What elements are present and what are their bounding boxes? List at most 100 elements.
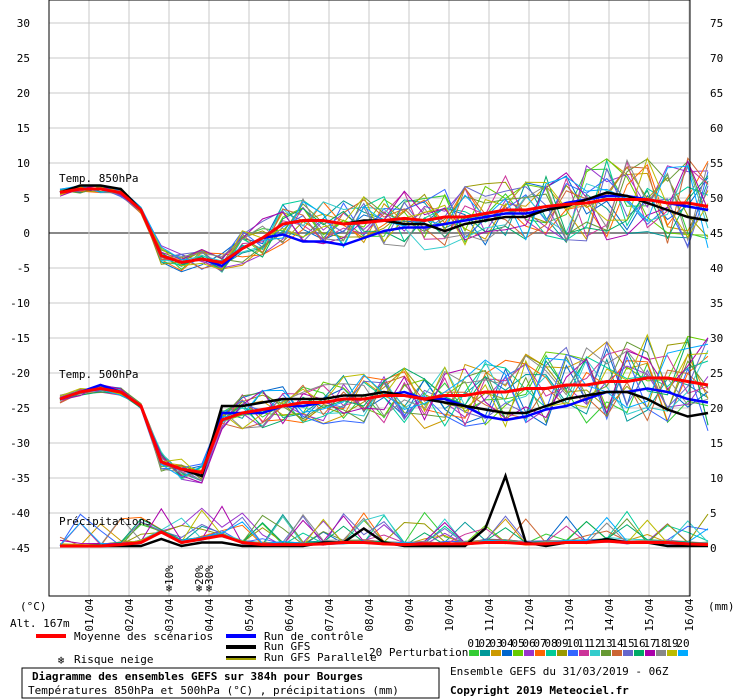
left-tick-label: -45 — [10, 542, 30, 555]
perturbation-id-label: 13 — [599, 637, 612, 650]
perturbation-swatch-04 — [502, 650, 512, 656]
right-tick-label: 15 — [710, 437, 723, 450]
legend-label-snow: Risque neige — [74, 653, 153, 666]
x-tick-label: 07/04 — [323, 598, 336, 631]
perturbation-swatch-17 — [645, 650, 655, 656]
right-tick-label: 10 — [710, 472, 723, 485]
right-unit-label: (mm) — [708, 600, 735, 613]
x-tick-label: 04/04 — [203, 598, 216, 631]
panel-label-precip: Précipitations — [59, 515, 152, 528]
left-tick-label: 5 — [23, 192, 30, 205]
series-line-precip-6 — [60, 530, 709, 548]
axes — [48, 0, 691, 597]
chart-title: Diagramme des ensembles GEFS sur 384h po… — [32, 670, 363, 683]
left-tick-label: 25 — [17, 52, 30, 65]
snowflake-icon: ❄ — [196, 582, 203, 595]
left-tick-label: -25 — [10, 402, 30, 415]
snow-risk-label: 30% — [203, 565, 216, 585]
x-tick-label: 10/04 — [443, 598, 456, 631]
perturbation-id-label: 18 — [654, 637, 667, 650]
perturbation-swatch-19 — [667, 650, 677, 656]
perturbation-id-label: 02 — [478, 637, 491, 650]
panel-label-500: Temp. 500hPa — [59, 368, 138, 381]
perturbation-swatch-16 — [634, 650, 644, 656]
texts: 302520151050-5-10-15-20-25-30-35-40-4575… — [10, 17, 735, 632]
x-tick-label: 12/04 — [523, 598, 536, 631]
right-tick-label: 5 — [710, 507, 717, 520]
snowflake-icon: ❄ — [166, 582, 173, 595]
title-box — [21, 667, 440, 699]
x-tick-label: 05/04 — [243, 598, 256, 631]
left-tick-label: -30 — [10, 437, 30, 450]
left-tick-label: 0 — [23, 227, 30, 240]
plot-frame — [48, 0, 691, 597]
perturbation-swatch-07 — [535, 650, 545, 656]
perturbation-id-label: 14 — [610, 637, 624, 650]
right-tick-label: 20 — [710, 402, 723, 415]
perturbation-line-p850-12 — [59, 163, 709, 262]
perturbation-line-p850-13 — [59, 158, 709, 263]
right-tick-label: 75 — [710, 17, 723, 30]
x-tick-label: 01/04 — [83, 598, 96, 631]
legend-label-gfs-parallel: Run GFS Parallele — [264, 651, 377, 664]
perturbation-id-label: 12 — [588, 637, 601, 650]
perturbation-id-label: 01 — [467, 637, 480, 650]
perturbation-line-p850-06 — [59, 164, 709, 269]
perturbation-id-label: 05 — [511, 637, 524, 650]
legend-label-control: Run de contrôle — [264, 630, 363, 643]
legend-label-mean: Moyenne des scénarios — [74, 630, 213, 643]
left-tick-label: 30 — [17, 17, 30, 30]
perturbation-line-p500-18 — [59, 347, 709, 482]
perturbation-id-label: 06 — [522, 637, 535, 650]
snowflake-icon: ❄ — [58, 654, 65, 667]
snow-risk-label: 10% — [163, 565, 176, 585]
copyright: Copyright 2019 Meteociel.fr — [450, 684, 629, 697]
perturbation-id-label: 10 — [566, 637, 579, 650]
perturbation-id-label: 20 — [676, 637, 689, 650]
right-tick-label: 0 — [710, 542, 717, 555]
perturbation-id-label: 19 — [665, 637, 678, 650]
snow-risk-marker: ❄10% — [163, 565, 176, 595]
perturbation-id-label: 15 — [621, 637, 634, 650]
right-tick-label: 70 — [710, 52, 723, 65]
left-unit-label: (°C) — [20, 600, 47, 613]
perturbation-swatch-03 — [491, 650, 501, 656]
perturbation-line-p850-19 — [59, 156, 709, 271]
perturbation-id-label: 09 — [555, 637, 568, 650]
grid — [49, 0, 690, 596]
legend-label-perturbations: 20 Perturbations — [369, 646, 475, 659]
legend-label-gfs: Run GFS — [264, 640, 310, 653]
perturbation-swatch-11 — [579, 650, 589, 656]
x-tick-label: 15/04 — [643, 598, 656, 631]
series-line-850hPa-0 — [59, 187, 709, 265]
snow-risk-marker: ❄30% — [203, 565, 216, 595]
perturbation-swatch-05 — [513, 650, 523, 656]
left-tick-label: -20 — [10, 367, 30, 380]
right-tick-label: 55 — [710, 157, 723, 170]
right-tick-label: 30 — [710, 332, 723, 345]
panel-label-850: Temp. 850hPa — [59, 172, 138, 185]
x-tick-label: 09/04 — [403, 598, 416, 631]
x-tick-label: 16/04 — [683, 598, 696, 631]
x-tick-label: 11/04 — [483, 598, 496, 631]
perturbation-swatch-13 — [601, 650, 611, 656]
perturbation-swatch-08 — [546, 650, 556, 656]
perturbation-swatch-12 — [590, 650, 600, 656]
snow-risk-marker: ❄20% — [193, 565, 206, 595]
perturbation-swatch-06 — [524, 650, 534, 656]
x-tick-label: 14/04 — [603, 598, 616, 631]
perturbation-id-label: 08 — [544, 637, 557, 650]
left-tick-label: 10 — [17, 157, 30, 170]
right-tick-label: 45 — [710, 227, 723, 240]
perturbation-swatch-02 — [480, 650, 490, 656]
perturbation-swatch-10 — [568, 650, 578, 656]
perturbation-swatch-01 — [469, 650, 479, 656]
left-tick-label: 15 — [17, 122, 30, 135]
perturbation-id-label: 03 — [489, 637, 502, 650]
right-tick-label: 65 — [710, 87, 723, 100]
perturbation-swatch-15 — [623, 650, 633, 656]
perturbation-id-label: 16 — [632, 637, 645, 650]
altitude-label: Alt. 167m — [10, 617, 70, 630]
